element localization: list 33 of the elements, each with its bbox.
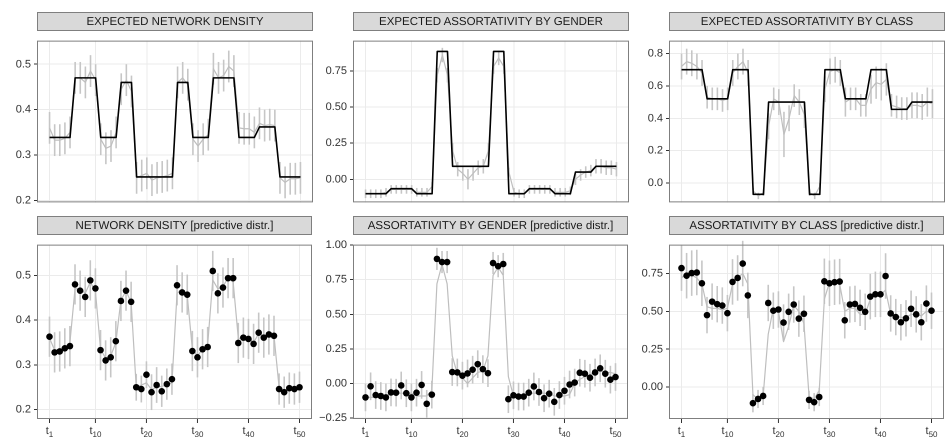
y-tick-label: 0.2: [16, 194, 31, 207]
y-tick-label: 0.4: [16, 314, 31, 326]
chart-title: NETWORK DENSITY [predictive distr.]: [37, 216, 312, 235]
y-tick-label: 1.00: [326, 239, 347, 252]
y-tick-label: 0.5: [16, 58, 31, 70]
y-tick-label: 0.6: [648, 80, 663, 92]
y-tick-label: 0.0: [648, 177, 663, 190]
y-tick-label: 0.25: [326, 137, 347, 150]
y-tick-label: 0.00: [326, 378, 347, 390]
y-tick-label: −0.25: [319, 412, 347, 424]
y-tick-label: 0.50: [326, 308, 347, 320]
y-tick-label: 0.3: [16, 358, 31, 371]
y-tick-label: 0.50: [326, 101, 347, 114]
y-tick-label: 0.00: [326, 173, 347, 186]
y-tick-label: 0.50: [642, 305, 663, 318]
y-tick-label: 0.8: [648, 48, 663, 60]
y-tick-label: 0.4: [16, 104, 31, 116]
y-tick-label: 0.5: [16, 269, 31, 282]
y-tick-label: 0.2: [16, 404, 31, 416]
y-tick-label: 0.4: [648, 112, 663, 124]
y-tick-label: 0.75: [326, 274, 347, 286]
chart-title: EXPECTED ASSORTATIVITY BY GENDER: [353, 12, 629, 31]
y-tick-label: 0.00: [642, 381, 663, 394]
chart-title: ASSORTATIVITY BY GENDER [predictive distr.]: [353, 216, 628, 235]
y-tick-label: 0.25: [642, 343, 663, 356]
y-tick-label: 0.2: [648, 144, 663, 157]
y-tick-label: 0.25: [326, 342, 347, 355]
chart-title: EXPECTED ASSORTATIVITY BY CLASS: [669, 12, 945, 31]
y-tick-label: 0.75: [642, 267, 663, 280]
y-tick-label: 0.3: [16, 149, 31, 162]
chart-title: EXPECTED NETWORK DENSITY: [37, 12, 313, 31]
y-tick-label: 0.75: [326, 64, 347, 77]
chart-title: ASSORTATIVITY BY CLASS [predictive distr.]: [669, 216, 944, 235]
